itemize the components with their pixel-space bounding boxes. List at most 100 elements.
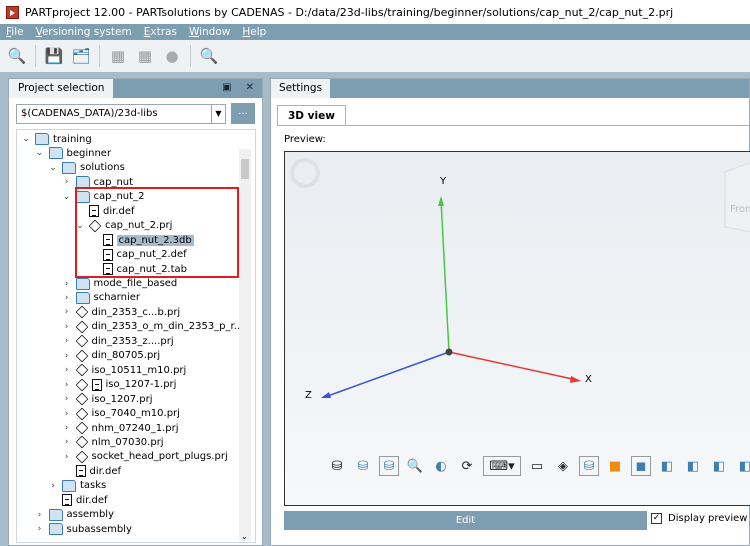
tree-item[interactable]: cap_nut_2.def bbox=[89, 248, 187, 262]
menu-versioning[interactable]: Versioning system bbox=[35, 26, 132, 38]
expander-icon[interactable]: › bbox=[64, 278, 69, 289]
close-icon[interactable]: ✕ bbox=[245, 82, 254, 93]
expander-icon[interactable]: › bbox=[51, 480, 55, 491]
view-front-icon[interactable]: ◧ bbox=[660, 458, 674, 474]
save-all-icon[interactable]: 🗂 bbox=[71, 47, 91, 65]
tree-item[interactable]: › subassembly bbox=[35, 522, 132, 536]
wireframe-icon[interactable]: ⛁ bbox=[331, 458, 343, 474]
tree-item[interactable]: › nhm_07240_1.prj bbox=[62, 421, 179, 435]
globe-icon[interactable]: ● bbox=[165, 47, 179, 65]
tab-3d-view[interactable]: 3D view bbox=[277, 105, 346, 126]
tab-project-selection[interactable]: Project selection bbox=[9, 79, 114, 98]
export-icon[interactable]: ▦ bbox=[137, 47, 153, 65]
expander-icon[interactable]: › bbox=[64, 292, 69, 303]
expander-icon[interactable]: › bbox=[37, 524, 42, 535]
tree-item[interactable]: › scharnier bbox=[62, 291, 140, 305]
expander-icon[interactable]: › bbox=[64, 365, 69, 376]
rotate-icon[interactable]: ⟳ bbox=[461, 458, 473, 474]
3d-preview[interactable]: Y X Z Front ⛁ ⛁ ⛁ 🔍 ◐ ⟳ ⌨▾ ▭ ◈ ⛁ ■ ◼ ◧ ◧… bbox=[284, 151, 750, 506]
tree-item[interactable]: ⌄ training bbox=[21, 132, 92, 146]
expander-icon[interactable]: › bbox=[64, 394, 69, 405]
menu-help[interactable]: Help bbox=[242, 26, 267, 38]
tree-item[interactable]: › din_2353_c...b.prj bbox=[62, 305, 180, 319]
import-icon[interactable]: ▦ bbox=[110, 47, 126, 65]
zoom-icon[interactable]: 🔍 bbox=[406, 458, 424, 474]
tree-item[interactable]: dir.def bbox=[62, 464, 121, 478]
expander-icon[interactable]: ⌄ bbox=[62, 191, 71, 202]
orange-solid-icon[interactable]: ■ bbox=[608, 458, 622, 474]
checkbox-icon[interactable]: ✓ bbox=[651, 513, 662, 524]
project-cube-icon bbox=[75, 450, 88, 464]
ruler-icon[interactable]: ▭ bbox=[530, 458, 544, 474]
tree-item-label: iso_7040_m10.prj bbox=[91, 408, 180, 420]
expander-icon[interactable]: ⌄ bbox=[49, 162, 57, 173]
expander-icon[interactable]: › bbox=[64, 451, 69, 462]
view-cube[interactable] bbox=[724, 162, 750, 233]
expander-icon[interactable]: › bbox=[37, 509, 42, 520]
iso-view-icon[interactable]: ◼ bbox=[631, 456, 651, 476]
tree-item[interactable]: › nlm_07030.prj bbox=[62, 435, 164, 449]
expander-icon[interactable]: › bbox=[64, 408, 69, 419]
menu-window[interactable]: Window bbox=[188, 26, 231, 38]
tree-item[interactable]: › socket_head_port_plugs.prj bbox=[62, 450, 228, 464]
tree-item[interactable]: cap_nut_2.tab bbox=[89, 262, 187, 276]
save-icon[interactable]: 💾 bbox=[44, 47, 64, 65]
menu-file[interactable]: File bbox=[6, 26, 24, 38]
section-icon[interactable]: ◐ bbox=[435, 458, 447, 474]
measure-dropdown[interactable]: ⌨▾ bbox=[483, 456, 521, 476]
tree-item[interactable]: › cap_nut bbox=[62, 175, 133, 189]
path-combobox[interactable]: $(CADENAS_DATA)/23d-libs ▼ bbox=[16, 104, 226, 124]
tree-item[interactable]: ⌄ solutions bbox=[48, 161, 125, 175]
tree-item[interactable]: › assembly bbox=[35, 508, 114, 522]
view-back-icon[interactable]: ◧ bbox=[686, 458, 700, 474]
tree-item[interactable]: dir.def bbox=[75, 204, 135, 218]
tab-settings[interactable]: Settings bbox=[271, 79, 331, 98]
tree-item-label: subassembly bbox=[66, 523, 132, 535]
tree-item[interactable]: ⌄ cap_nut_2.prj bbox=[75, 219, 172, 233]
tree-item[interactable]: › mode_file_based bbox=[62, 277, 177, 291]
expander-icon[interactable]: ⌄ bbox=[22, 134, 30, 144]
expander-icon[interactable]: › bbox=[64, 423, 69, 433]
tree-item[interactable]: › din_80705.prj bbox=[62, 349, 160, 363]
mesh-icon[interactable]: ◈ bbox=[558, 458, 568, 474]
expander-icon[interactable]: › bbox=[64, 321, 69, 332]
display-preview-checkbox[interactable]: ✓ Display preview bbox=[651, 513, 747, 524]
tree-item[interactable]: ⌄ beginner bbox=[35, 146, 111, 160]
expander-icon[interactable]: › bbox=[64, 336, 69, 347]
expander-icon[interactable]: › bbox=[64, 350, 69, 361]
maximize-icon[interactable]: ▣ bbox=[222, 82, 232, 93]
shaded-edges-icon[interactable]: ⛁ bbox=[379, 456, 399, 476]
edit-button[interactable]: Edit bbox=[284, 511, 647, 530]
expander-icon[interactable]: › bbox=[64, 437, 69, 448]
search-delete-icon[interactable]: 🔍 bbox=[199, 47, 219, 65]
expander-icon[interactable]: › bbox=[64, 379, 69, 390]
tree-item[interactable]: › iso_1207.prj bbox=[62, 392, 152, 406]
tree-item[interactable]: › din_2353_z....prj bbox=[62, 334, 174, 348]
tree-item[interactable]: › tasks bbox=[48, 479, 106, 493]
path-value: $(CADENAS_DATA)/23d-libs bbox=[21, 108, 158, 119]
scroll-thumb[interactable] bbox=[241, 159, 249, 179]
view-left-icon[interactable]: ◧ bbox=[712, 458, 726, 474]
expander-icon[interactable]: › bbox=[64, 177, 69, 188]
tree-item[interactable]: ⌄ cap_nut_2 bbox=[62, 190, 144, 204]
chevron-down-icon[interactable]: ▼ bbox=[211, 105, 225, 123]
menu-extras[interactable]: Extras bbox=[143, 26, 177, 38]
tree-item[interactable]: dir.def bbox=[48, 493, 108, 507]
tree-scrollbar[interactable]: ⌄ bbox=[239, 149, 251, 541]
search-text-icon[interactable]: 🔍 bbox=[7, 47, 27, 65]
tree-item-label: tasks bbox=[80, 480, 107, 492]
expander-icon[interactable]: › bbox=[64, 307, 69, 318]
expander-icon[interactable]: ⌄ bbox=[35, 148, 44, 159]
expander-icon[interactable]: ⌄ bbox=[76, 220, 84, 231]
view-right-icon[interactable]: ◧ bbox=[738, 458, 750, 474]
tree-item[interactable]: › iso_10511_m10.prj bbox=[62, 363, 186, 377]
tree-item[interactable]: › iso_1207-1.prj bbox=[62, 378, 176, 392]
tree-item[interactable]: › iso_7040_m10.prj bbox=[62, 407, 180, 421]
browse-button[interactable]: ... bbox=[231, 103, 255, 124]
shaded-icon[interactable]: ⛁ bbox=[357, 458, 369, 474]
tree-item[interactable]: › din_2353_o_m_din_2353_p_r... bbox=[62, 320, 243, 334]
scroll-down-icon[interactable]: ⌄ bbox=[241, 532, 248, 541]
tree-item[interactable]: cap_nut_2.3db bbox=[89, 233, 194, 247]
file-icon bbox=[89, 205, 99, 218]
dimension-icon[interactable]: ⛁ bbox=[579, 456, 599, 476]
